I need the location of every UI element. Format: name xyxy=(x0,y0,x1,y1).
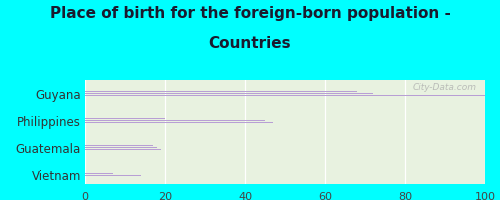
Bar xyxy=(85,118,165,119)
Text: City-Data.com: City-Data.com xyxy=(413,83,477,92)
Bar xyxy=(85,175,141,176)
Bar xyxy=(85,93,373,94)
Bar xyxy=(85,91,357,92)
Bar xyxy=(85,173,113,174)
Bar xyxy=(85,122,273,123)
Text: Countries: Countries xyxy=(208,36,292,51)
Bar xyxy=(85,95,485,96)
Bar xyxy=(85,145,153,146)
Bar xyxy=(85,120,265,121)
Bar xyxy=(85,147,157,148)
Text: Place of birth for the foreign-born population -: Place of birth for the foreign-born popu… xyxy=(50,6,450,21)
Bar xyxy=(85,149,161,150)
